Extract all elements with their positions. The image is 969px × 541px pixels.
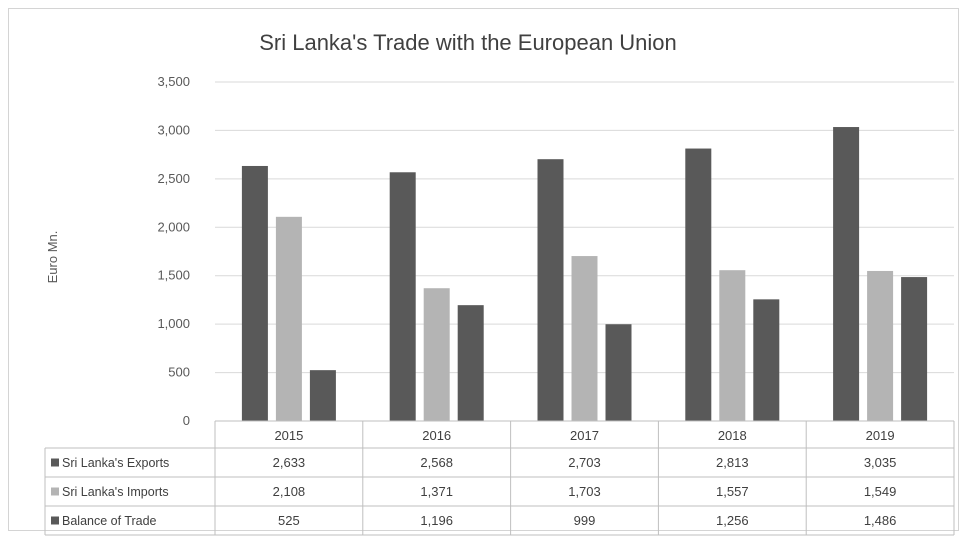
y-tick-label: 0 — [183, 413, 190, 428]
legend-label: Balance of Trade — [62, 514, 157, 528]
bar-2017-series-1 — [537, 159, 564, 422]
y-tick-label: 1,000 — [157, 316, 190, 331]
bar-2016-series-3 — [457, 305, 484, 421]
gridlines — [215, 81, 954, 374]
y-tick-label: 3,500 — [157, 74, 190, 89]
x-tick-label: 2015 — [274, 428, 303, 443]
bars — [241, 127, 928, 422]
x-tick-label: 2018 — [718, 428, 747, 443]
legend-swatch — [51, 458, 59, 467]
bar-2017-series-3 — [605, 324, 632, 421]
legend-swatch — [51, 487, 59, 496]
data-label: 2,108 — [273, 484, 306, 499]
x-tick-label: 2019 — [866, 428, 895, 443]
bar-2019-series-3 — [901, 277, 928, 421]
bar-2016-series-1 — [389, 172, 416, 421]
y-tick-labels: 0 500 1,000 1,500 2,000 2,500 3,000 3,500 — [157, 74, 190, 428]
data-table: 2015 2016 2017 2018 2019 Sri Lanka's Exports 2… — [44, 420, 955, 536]
x-tick-label: 2016 — [422, 428, 451, 443]
bar-2018-series-2 — [719, 270, 746, 421]
y-tick-label: 2,000 — [157, 219, 190, 234]
bar-2017-series-2 — [571, 256, 598, 421]
data-label: 2,703 — [568, 455, 601, 470]
y-tick-label: 500 — [168, 365, 190, 380]
data-label: 2,568 — [420, 455, 453, 470]
data-label: 1,549 — [864, 484, 897, 499]
data-label: 1,196 — [420, 513, 453, 528]
x-tick-label: 2017 — [570, 428, 599, 443]
data-label: 2,813 — [716, 455, 749, 470]
data-label: 1,256 — [716, 513, 749, 528]
legend-label: Sri Lanka's Exports — [62, 456, 169, 470]
bar-2015-series-3 — [309, 370, 336, 421]
data-label: 525 — [278, 513, 300, 528]
data-label: 2,633 — [273, 455, 306, 470]
bar-2016-series-2 — [423, 288, 450, 421]
y-tick-label: 3,000 — [157, 122, 190, 137]
y-tick-label: 1,500 — [157, 268, 190, 283]
chart-title: Sri Lanka's Trade with the European Unio… — [259, 30, 677, 55]
legend-label: Sri Lanka's Imports — [62, 485, 169, 499]
bar-2018-series-3 — [753, 299, 780, 421]
data-label: 1,371 — [420, 484, 453, 499]
data-label: 1,703 — [568, 484, 601, 499]
data-label: 1,557 — [716, 484, 749, 499]
bar-2015-series-1 — [241, 165, 268, 421]
legend-swatch — [51, 516, 59, 525]
bar-2019-series-2 — [867, 270, 894, 421]
chart-frame — [8, 8, 959, 531]
y-axis-label: Euro Mn. — [45, 231, 60, 284]
y-tick-label: 2,500 — [157, 171, 190, 186]
data-label: 1,486 — [864, 513, 897, 528]
bar-2018-series-1 — [685, 148, 712, 421]
data-label: 3,035 — [864, 455, 897, 470]
bar-2019-series-1 — [833, 127, 860, 421]
data-label: 999 — [574, 513, 596, 528]
bar-2015-series-2 — [275, 216, 302, 421]
